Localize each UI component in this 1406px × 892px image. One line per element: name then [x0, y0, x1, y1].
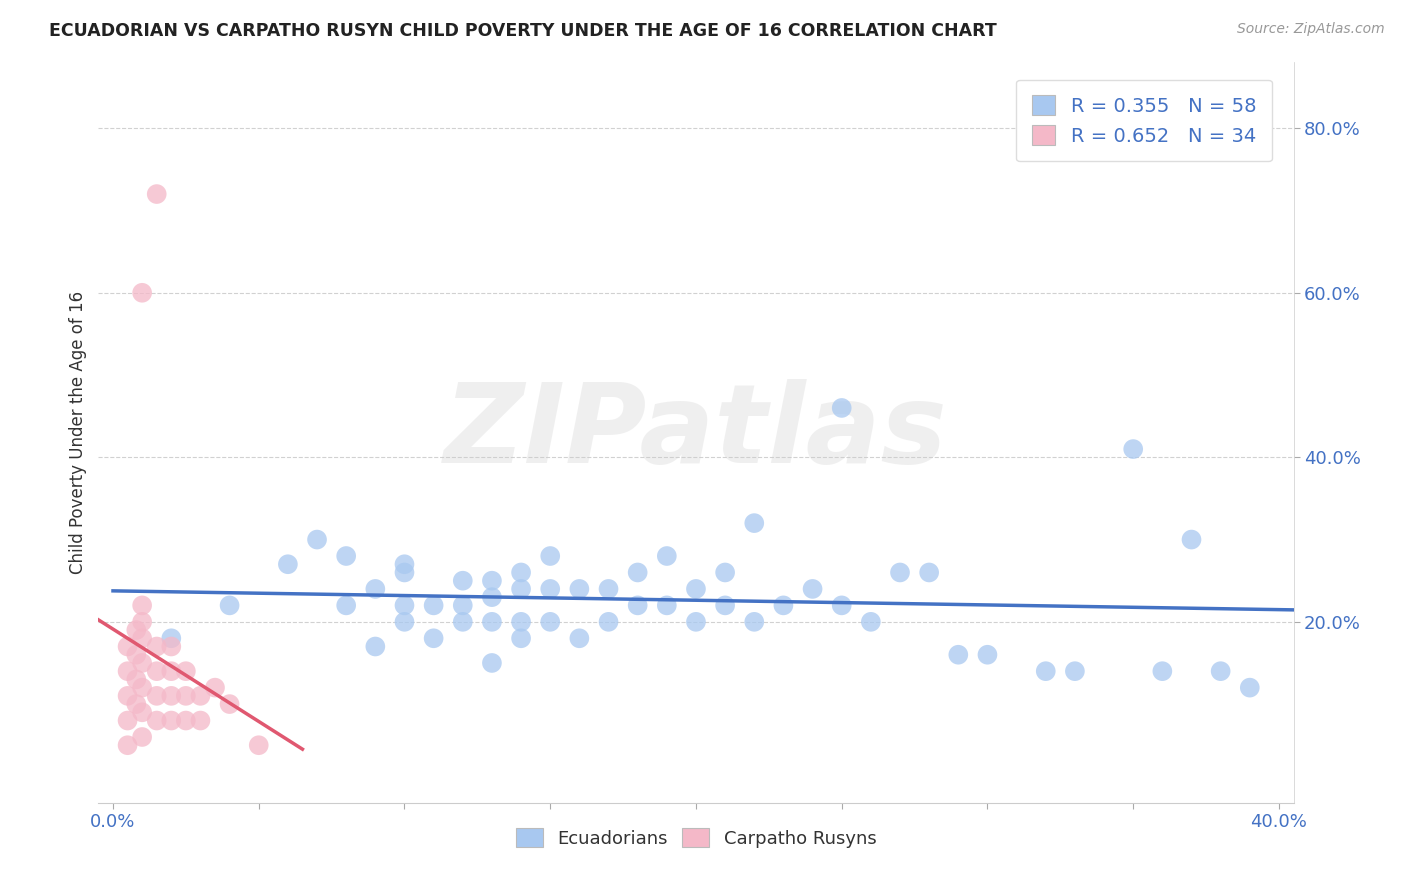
Point	[145, 714, 167, 728]
Point	[481, 615, 503, 629]
Point	[510, 566, 533, 580]
Point	[218, 599, 240, 613]
Point	[714, 566, 737, 580]
Point	[174, 664, 197, 678]
Point	[117, 689, 139, 703]
Point	[145, 187, 167, 202]
Point	[1035, 664, 1057, 678]
Point	[976, 648, 998, 662]
Point	[364, 640, 387, 654]
Y-axis label: Child Poverty Under the Age of 16: Child Poverty Under the Age of 16	[69, 291, 87, 574]
Point	[451, 615, 474, 629]
Text: ECUADORIAN VS CARPATHO RUSYN CHILD POVERTY UNDER THE AGE OF 16 CORRELATION CHART: ECUADORIAN VS CARPATHO RUSYN CHILD POVER…	[49, 22, 997, 40]
Point	[174, 689, 197, 703]
Point	[451, 574, 474, 588]
Point	[948, 648, 970, 662]
Point	[801, 582, 824, 596]
Point	[247, 738, 270, 752]
Point	[627, 599, 650, 613]
Point	[510, 582, 533, 596]
Point	[394, 566, 416, 580]
Point	[568, 632, 591, 646]
Point	[655, 549, 678, 563]
Point	[772, 599, 794, 613]
Legend: Ecuadorians, Carpatho Rusyns: Ecuadorians, Carpatho Rusyns	[506, 819, 886, 856]
Point	[831, 599, 853, 613]
Point	[125, 648, 148, 662]
Point	[598, 582, 620, 596]
Point	[394, 615, 416, 629]
Point	[131, 615, 153, 629]
Point	[190, 689, 212, 703]
Point	[627, 566, 650, 580]
Point	[117, 640, 139, 654]
Point	[131, 285, 153, 300]
Point	[131, 681, 153, 695]
Point	[394, 599, 416, 613]
Point	[742, 516, 765, 530]
Point	[204, 681, 226, 695]
Point	[305, 533, 328, 547]
Point	[160, 640, 183, 654]
Point	[117, 714, 139, 728]
Point	[685, 615, 707, 629]
Point	[714, 599, 737, 613]
Point	[174, 714, 197, 728]
Point	[145, 689, 167, 703]
Point	[1239, 681, 1261, 695]
Point	[422, 632, 444, 646]
Point	[510, 615, 533, 629]
Point	[277, 558, 299, 572]
Point	[160, 632, 183, 646]
Point	[1209, 664, 1232, 678]
Point	[125, 673, 148, 687]
Point	[918, 566, 941, 580]
Point	[510, 632, 533, 646]
Point	[859, 615, 882, 629]
Point	[131, 599, 153, 613]
Point	[160, 689, 183, 703]
Point	[190, 714, 212, 728]
Point	[117, 664, 139, 678]
Point	[831, 401, 853, 415]
Point	[451, 599, 474, 613]
Point	[394, 558, 416, 572]
Text: ZIPatlas: ZIPatlas	[444, 379, 948, 486]
Point	[481, 590, 503, 604]
Point	[117, 738, 139, 752]
Point	[131, 730, 153, 744]
Point	[481, 656, 503, 670]
Point	[131, 656, 153, 670]
Point	[335, 599, 357, 613]
Point	[598, 615, 620, 629]
Text: Source: ZipAtlas.com: Source: ZipAtlas.com	[1237, 22, 1385, 37]
Point	[335, 549, 357, 563]
Point	[131, 706, 153, 720]
Point	[538, 549, 561, 563]
Point	[145, 664, 167, 678]
Point	[538, 582, 561, 596]
Point	[364, 582, 387, 596]
Point	[145, 640, 167, 654]
Point	[889, 566, 911, 580]
Point	[125, 623, 148, 637]
Point	[481, 574, 503, 588]
Point	[538, 615, 561, 629]
Point	[1122, 442, 1144, 456]
Point	[160, 714, 183, 728]
Point	[160, 664, 183, 678]
Point	[1180, 533, 1202, 547]
Point	[1064, 664, 1087, 678]
Point	[742, 615, 765, 629]
Point	[125, 697, 148, 711]
Point	[131, 632, 153, 646]
Point	[422, 599, 444, 613]
Point	[568, 582, 591, 596]
Point	[218, 697, 240, 711]
Point	[655, 599, 678, 613]
Point	[1152, 664, 1174, 678]
Point	[685, 582, 707, 596]
